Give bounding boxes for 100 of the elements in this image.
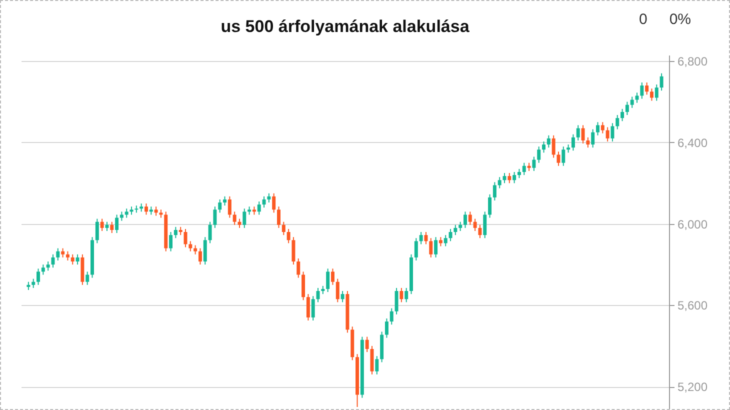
candlestick: [546, 134, 550, 148]
candlestick: [370, 345, 374, 375]
candlestick: [272, 192, 276, 214]
candlestick: [375, 356, 379, 375]
candlestick: [438, 236, 442, 247]
candlestick: [458, 221, 462, 232]
text: 0%: [669, 11, 691, 28]
candlestick: [95, 218, 99, 244]
candlestick: [419, 232, 423, 245]
candlestick: [41, 264, 45, 276]
candlestick: [650, 88, 654, 102]
candlestick: [56, 248, 60, 261]
candlestick: [282, 221, 286, 236]
candlestick: [115, 214, 119, 234]
candlestick: [340, 290, 344, 303]
candlestick: [232, 211, 236, 226]
candlestick: [424, 232, 428, 245]
candlestick: [404, 287, 408, 303]
candlestick: [537, 146, 541, 164]
candlestick: [625, 101, 629, 116]
y-tick-label: 6,800: [678, 54, 708, 69]
candlestick: [606, 126, 610, 142]
candlestick: [522, 162, 526, 176]
candlestick: [562, 146, 566, 166]
candlestick: [414, 238, 418, 261]
candlestick: [144, 203, 148, 216]
candlestick: [468, 211, 472, 226]
candlestick: [591, 128, 595, 148]
candlestick: [36, 268, 40, 286]
candlestick: [384, 318, 388, 338]
candlestick: [311, 296, 315, 321]
candlestick: [100, 218, 104, 232]
candlestick: [174, 226, 178, 239]
candlestick: [61, 248, 65, 258]
candlestick: [70, 254, 74, 266]
candlestick: [198, 248, 202, 266]
candlestick: [654, 84, 658, 102]
candlestick: [478, 224, 482, 239]
candlestick: [586, 136, 590, 148]
candlestick: [242, 208, 246, 228]
y-tick-label: 5,600: [678, 298, 708, 313]
candlestick: [203, 236, 207, 266]
candlestick: [336, 278, 340, 303]
candlestick: [32, 278, 36, 288]
candlestick: [213, 206, 217, 228]
candlestick: [194, 244, 198, 255]
candlestick: [640, 82, 644, 100]
candlestick: [542, 140, 546, 154]
candlestick: [492, 182, 496, 201]
candlestick: [463, 211, 467, 228]
y-tick-label: 6,000: [678, 217, 708, 232]
candlestick: [571, 134, 575, 152]
candlestick: [154, 206, 158, 216]
candlestick: [286, 228, 290, 244]
candlestick: [552, 134, 556, 158]
y-tick-label: 5,200: [678, 380, 708, 394]
candlestick: [556, 151, 560, 166]
candlestick: [218, 198, 222, 214]
candlestick: [306, 294, 310, 321]
candlestick: [630, 96, 634, 108]
candlestick: [576, 124, 580, 141]
candlestick: [105, 221, 109, 232]
candlestick: [296, 258, 300, 278]
candlestick: [46, 261, 50, 272]
candlestick: [645, 82, 649, 96]
candlestick: [600, 122, 604, 134]
candlestick: [51, 254, 55, 268]
candlestick: [292, 236, 296, 266]
text: 0: [638, 11, 648, 28]
y-tick-label: 6,400: [678, 136, 708, 150]
candlestick: [620, 108, 624, 122]
candlestick: [429, 238, 433, 258]
candlestick: [508, 172, 512, 184]
candlestick: [169, 232, 173, 252]
candlestick: [488, 194, 492, 218]
candlestick: [223, 196, 227, 206]
candlestick: [473, 218, 477, 232]
candlestick: [316, 287, 320, 303]
candlestick: [635, 92, 639, 104]
candlestick: [76, 254, 80, 266]
candlestick: [86, 271, 90, 286]
candlestick: [277, 206, 280, 228]
candlestick: [517, 168, 521, 179]
candlestick: [66, 250, 70, 261]
candlestick: [390, 308, 394, 326]
candlestick: [394, 287, 398, 315]
candlestick: [610, 122, 614, 142]
candlestick: [512, 171, 516, 184]
candlestick: [434, 236, 438, 258]
candlestick: [302, 271, 306, 301]
candlestick: [238, 218, 242, 228]
candlestick: [120, 211, 124, 222]
chart-title: us 500 árfolyamának alakulása: [220, 17, 470, 36]
candlestick: [330, 268, 334, 286]
candlestick: [110, 221, 114, 234]
candlestick: [616, 114, 620, 130]
candlestick: [267, 192, 271, 203]
candlestick: [257, 200, 261, 216]
candlestick: [228, 196, 232, 218]
candlestick: [444, 234, 448, 247]
